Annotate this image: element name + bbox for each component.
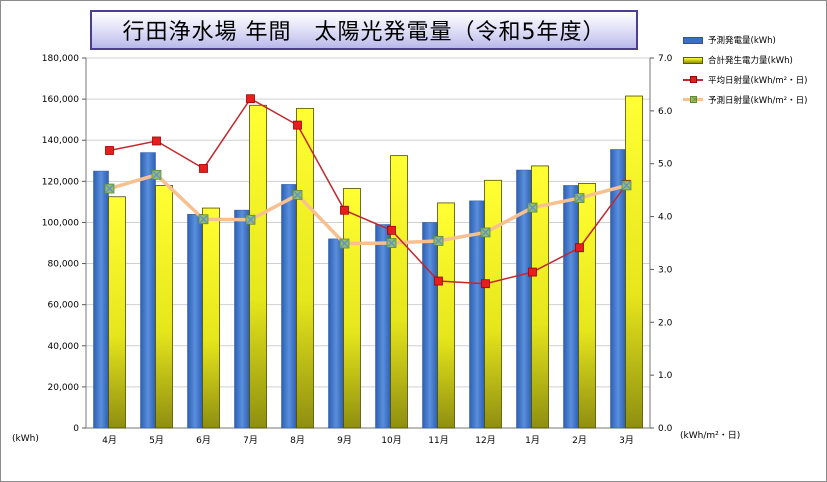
bar-predicted-power [328,238,344,429]
point-avg-radiation [528,267,537,277]
right-tick-label: 1.0 [658,371,673,381]
left-tick-label: 0 [73,424,79,434]
right-tick-label: 6.0 [658,107,673,117]
legend-item-actual-power: 合計発生電力量(kWh) [683,50,825,69]
point-avg-radiation [246,94,255,104]
legend-label-avg-radiation: 平均日射量(kWh/m²・日) [708,75,808,86]
point-pred-radiation-cross [622,181,631,190]
legend-item-predicted-power: 予測発電量(kWh) [683,30,825,49]
x-tick-label: 5月 [149,435,164,446]
x-tick-label: 6月 [196,435,211,446]
bar-actual-power [343,188,361,429]
legend-key-pred-radiation: × [683,94,705,106]
point-pred-radiation-cross [152,170,161,179]
bar-actual-power [155,185,173,429]
point-avg-radiation [152,136,161,146]
bar-predicted-power [187,213,203,429]
bar-predicted-power [422,222,438,429]
right-axis-unit: (kWh/m²・日) [680,431,741,441]
bar-actual-power [390,155,408,429]
x-tick-label: 12月 [475,435,495,446]
point-pred-radiation-cross [528,203,537,212]
line-avg-radiation [109,97,628,285]
legend-label-predicted-power: 予測発電量(kWh) [708,35,776,46]
point-avg-radiation [293,120,302,130]
point-avg-radiation [105,146,114,155]
bar-predicted-power [93,170,109,429]
bar-actual-power [484,179,502,429]
left-tick-label: 20,000 [48,383,80,393]
legend: 予測発電量(kWh) 合計発生電力量(kWh) 平均日射量(kWh/m²・日) … [683,30,825,110]
left-tick-label: 160,000 [42,95,79,105]
right-tick-label: 2.0 [658,318,673,328]
bar-predicted-power [375,224,391,429]
point-avg-radiation [575,243,584,253]
bar-actual-power [108,196,126,429]
bar-actual-power [531,165,549,429]
bar-predicted-power [281,184,297,429]
bar-actual-power [249,104,267,429]
right-tick-label: 5.0 [658,160,673,170]
chart-title: 行田浄水場 年間 太陽光発電量（令和5年度） [122,20,606,45]
legend-key-actual-power [683,54,705,66]
right-tick-label: 4.0 [658,213,673,223]
legend-label-pred-radiation: 予測日射量(kWh/m²・日) [708,95,808,106]
x-tick-label: 4月 [102,435,117,446]
legend-key-avg-radiation [683,74,705,86]
chart-title-box: 行田浄水場 年間 太陽光発電量（令和5年度） [90,10,638,50]
point-pred-radiation-cross [340,239,349,248]
x-tick-label: 2月 [572,435,587,446]
x-tick-label: 8月 [290,435,305,446]
x-tick-label: 11月 [428,435,448,446]
bar-actual-power [578,182,596,429]
point-avg-radiation [481,279,490,289]
bar-actual-power [296,107,314,429]
left-tick-label: 140,000 [42,136,79,146]
x-tick-label: 10月 [381,435,401,446]
point-pred-radiation-cross [293,190,302,199]
legend-item-avg-radiation: 平均日射量(kWh/m²・日) [683,70,825,89]
left-tick-label: 100,000 [42,218,79,228]
x-tick-label: 1月 [525,435,540,446]
point-avg-radiation [387,225,396,235]
point-pred-radiation-cross [387,239,396,247]
point-pred-radiation-cross [481,228,490,237]
right-tick-label: 7.0 [658,54,673,64]
left-axis-unit: (kWh) [12,434,39,444]
left-tick-label: 40,000 [48,342,80,352]
legend-item-pred-radiation: × 予測日射量(kWh/m²・日) [683,90,825,109]
point-pred-radiation-cross [246,215,255,224]
left-tick-label: 120,000 [42,177,79,187]
left-tick-label: 60,000 [48,301,80,311]
line-pred-radiation [109,173,627,246]
point-avg-radiation [340,205,349,215]
x-tick-label: 3月 [619,435,634,446]
x-tick-label: 7月 [243,435,258,446]
bar-predicted-power [140,152,156,429]
right-tick-label: 0.0 [658,424,673,434]
bar-predicted-power [563,185,579,429]
bar-actual-power [625,95,643,429]
point-pred-radiation-cross [575,194,584,203]
bar-actual-power [437,202,455,429]
left-tick-label: 80,000 [48,260,80,270]
bar-predicted-power [610,149,626,429]
legend-label-actual-power: 合計発生電力量(kWh) [708,55,793,66]
point-pred-radiation-cross [199,215,208,224]
right-tick-label: 3.0 [658,265,673,275]
point-pred-radiation-cross [434,236,443,245]
bar-predicted-power [234,209,250,429]
point-avg-radiation [199,164,208,173]
legend-key-predicted-power [683,34,705,46]
left-tick-label: 180,000 [42,54,79,64]
point-pred-radiation-cross [105,184,114,193]
point-avg-radiation [434,276,443,286]
bar-actual-power [202,207,220,429]
x-tick-label: 9月 [337,435,352,446]
